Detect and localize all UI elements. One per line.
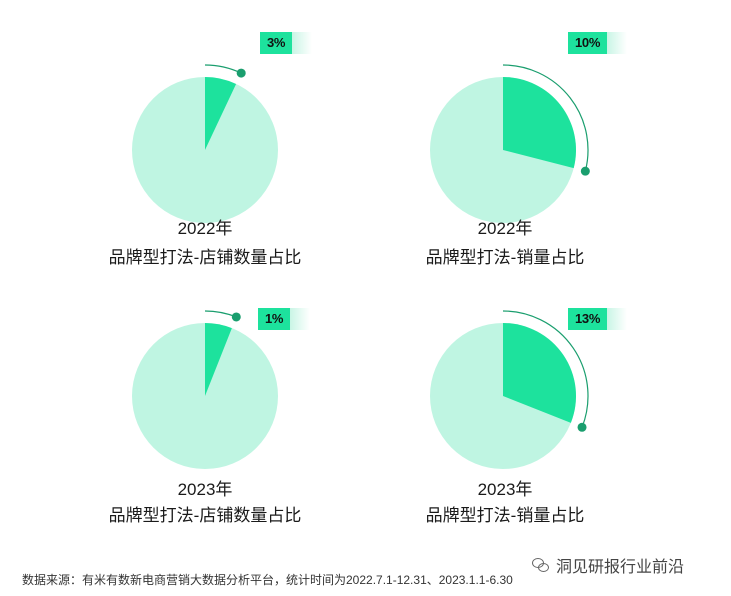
indicator-arc <box>502 64 589 172</box>
percent-badge: 10% <box>568 32 628 54</box>
percent-badge: 3% <box>260 32 313 54</box>
indicator-arc <box>204 310 237 318</box>
wechat-icon <box>532 557 550 573</box>
indicator-dot <box>580 166 590 176</box>
pie-slice-highlight <box>503 323 576 423</box>
watermark-text: 洞见研报行业前沿 <box>556 559 685 576</box>
data-source-footnote: 数据来源：有米有数新电商营销大数据分析平台，统计时间为2022.7.1-12.3… <box>22 573 513 587</box>
chart-panel-2023-sales-share: 13% 2023年 品牌型打法-销量占比 <box>355 306 655 576</box>
chart-label: 品牌型打法-销量占比 <box>425 248 585 267</box>
pie-chart <box>132 64 278 223</box>
pie-slice-highlight <box>205 77 237 150</box>
watermark: 洞见研报行业前沿 <box>532 553 684 577</box>
chart-year: 2022年 <box>177 219 233 238</box>
indicator-dot <box>236 68 246 78</box>
pie-chart <box>430 310 589 469</box>
pie-slice-highlight <box>503 77 576 169</box>
chart-year: 2022年 <box>477 219 533 238</box>
indicator-arc <box>204 64 242 74</box>
chart-year: 2023年 <box>477 480 533 499</box>
pie-slice-highlight <box>205 323 232 396</box>
indicator-arc <box>502 310 589 428</box>
pie-chart <box>132 310 278 469</box>
chart-panel-2022-sales-share: 10% 2022年 品牌型打法-销量占比 <box>355 30 655 300</box>
chart-panel-2022-store-share: 3% 2022年 品牌型打法-店铺数量占比 <box>55 30 355 300</box>
chart-label: 品牌型打法-店铺数量占比 <box>108 506 302 525</box>
indicator-dot <box>231 312 241 322</box>
chart-year: 2023年 <box>177 480 233 499</box>
percent-badge: 1% <box>258 308 311 330</box>
indicator-dot <box>577 422 587 432</box>
chart-panel-2023-store-share: 1% 2023年 品牌型打法-店铺数量占比 <box>55 306 355 576</box>
pie-chart <box>430 64 590 223</box>
chart-label: 品牌型打法-店铺数量占比 <box>108 248 302 267</box>
chart-label: 品牌型打法-销量占比 <box>425 506 585 525</box>
percent-badge: 13% <box>568 308 628 330</box>
